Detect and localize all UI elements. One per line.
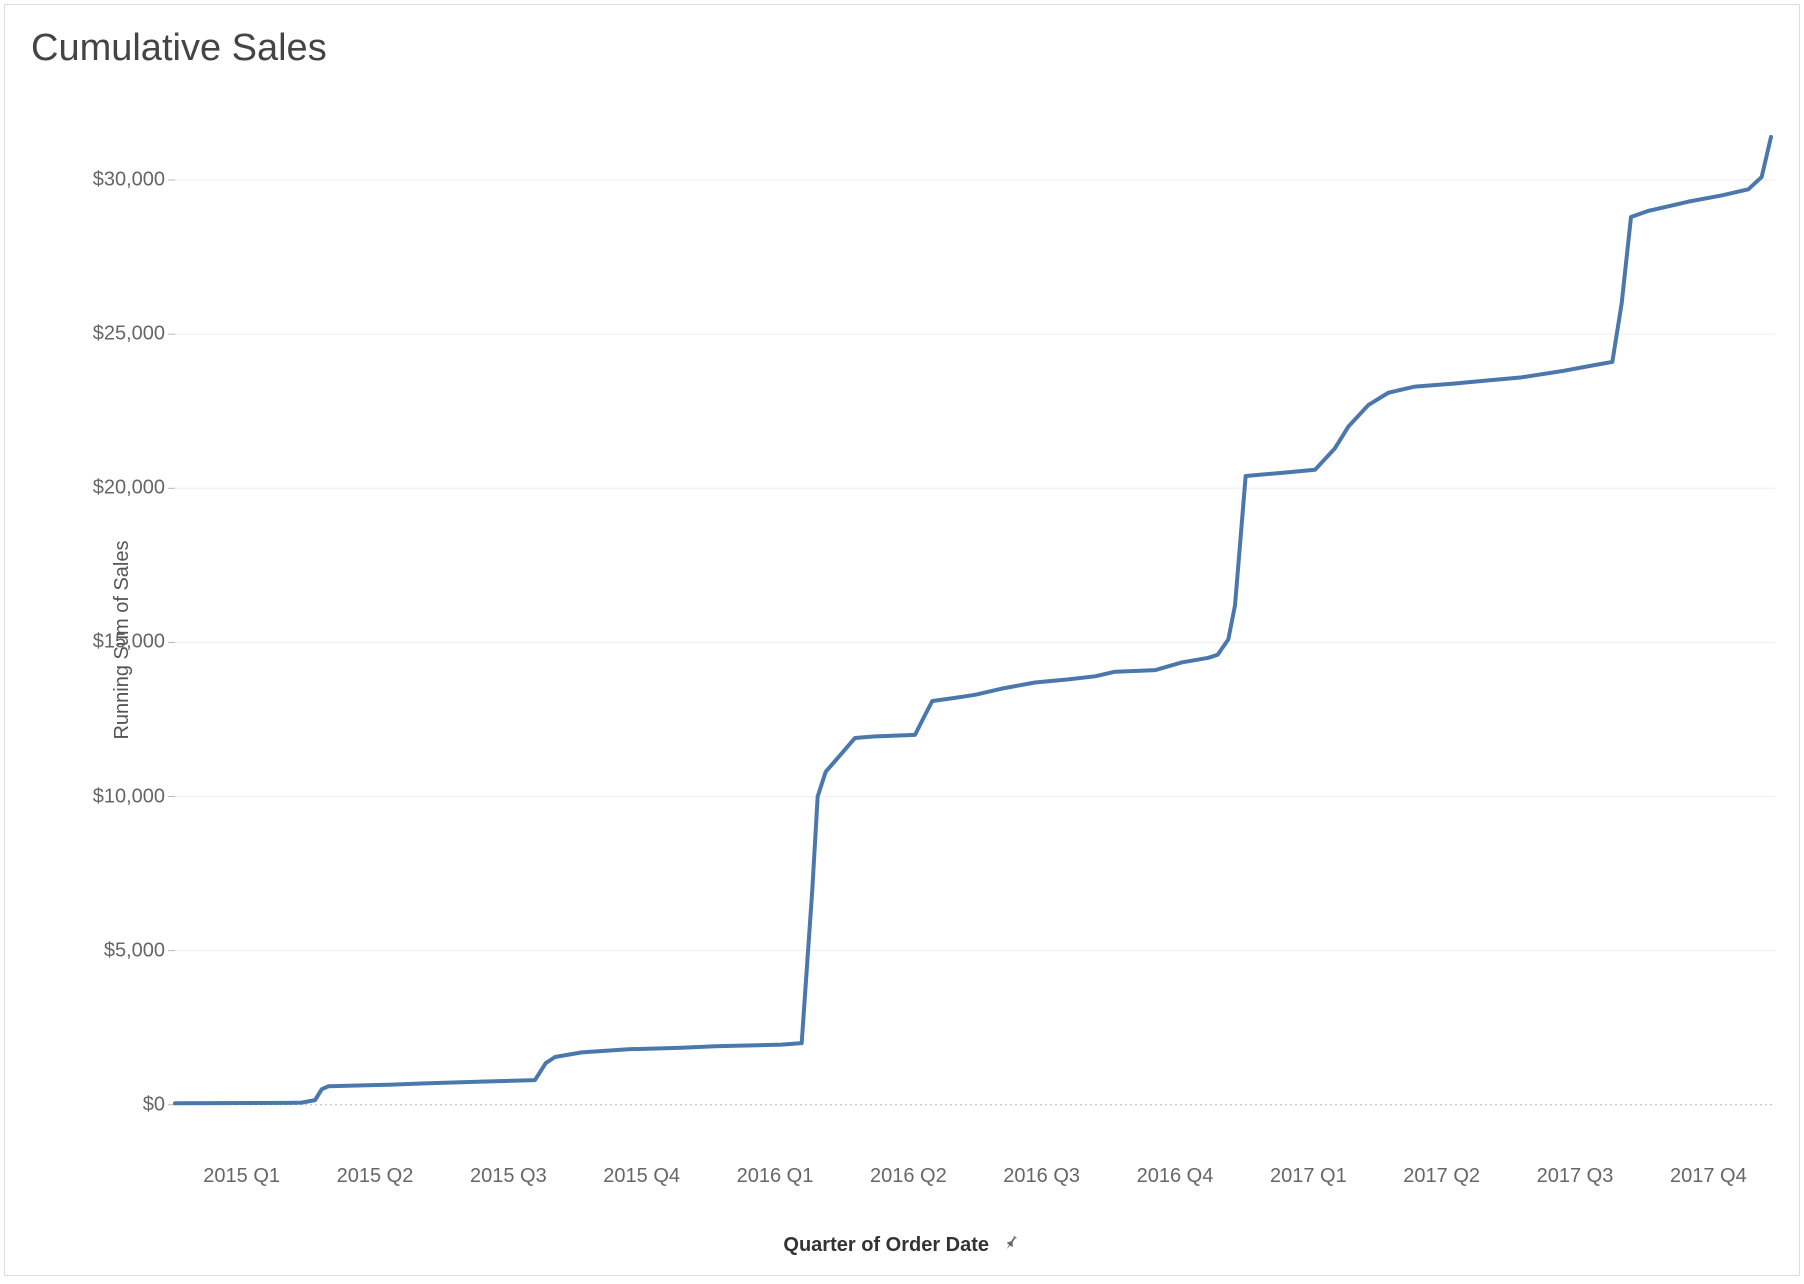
chart-container: Cumulative Sales Running Sum of Sales $0…	[4, 4, 1800, 1276]
y-tick-label: $10,000	[93, 785, 175, 808]
x-tick-label: 2016 Q3	[1003, 1151, 1080, 1188]
pin-icon[interactable]	[995, 1234, 1021, 1256]
y-tick-label: $15,000	[93, 631, 175, 654]
x-tick-label: 2016 Q4	[1137, 1151, 1214, 1188]
chart-svg	[175, 103, 1775, 1151]
plot-area[interactable]: $0$5,000$10,000$15,000$20,000$25,000$30,…	[175, 103, 1775, 1151]
y-tick-label: $25,000	[93, 323, 175, 346]
x-tick-label: 2017 Q1	[1270, 1151, 1347, 1188]
x-tick-label: 2016 Q2	[870, 1151, 947, 1188]
x-tick-label: 2017 Q3	[1537, 1151, 1614, 1188]
y-tick-label: $20,000	[93, 477, 175, 500]
x-tick-label: 2015 Q4	[603, 1151, 680, 1188]
y-tick-label: $0	[143, 1093, 175, 1116]
x-tick-label: 2015 Q3	[470, 1151, 547, 1188]
y-tick-label: $5,000	[104, 939, 175, 962]
x-tick-label: 2016 Q1	[737, 1151, 814, 1188]
x-axis-title: Quarter of Order Date	[783, 1234, 989, 1256]
x-tick-label: 2017 Q2	[1403, 1151, 1480, 1188]
x-tick-label: 2015 Q2	[337, 1151, 414, 1188]
chart-title: Cumulative Sales	[31, 27, 327, 70]
y-tick-label: $30,000	[93, 169, 175, 192]
x-tick-label: 2015 Q1	[203, 1151, 280, 1188]
x-axis-title-row: Quarter of Order Date	[5, 1233, 1799, 1257]
series-line[interactable]	[175, 137, 1771, 1103]
x-tick-label: 2017 Q4	[1670, 1151, 1747, 1188]
